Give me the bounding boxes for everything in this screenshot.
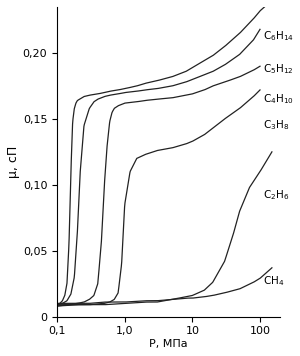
Text: C$_5$H$_{12}$: C$_5$H$_{12}$ (263, 62, 293, 76)
Text: C$_6$H$_{14}$: C$_6$H$_{14}$ (263, 29, 294, 43)
X-axis label: P, МПа: P, МПа (149, 339, 188, 349)
Text: C$_2$H$_6$: C$_2$H$_6$ (263, 188, 289, 202)
Text: C$_4$H$_{10}$: C$_4$H$_{10}$ (263, 92, 294, 106)
Text: C$_3$H$_8$: C$_3$H$_8$ (263, 119, 289, 132)
Text: CH$_4$: CH$_4$ (263, 274, 284, 288)
Y-axis label: μ, сП: μ, сП (7, 146, 20, 178)
